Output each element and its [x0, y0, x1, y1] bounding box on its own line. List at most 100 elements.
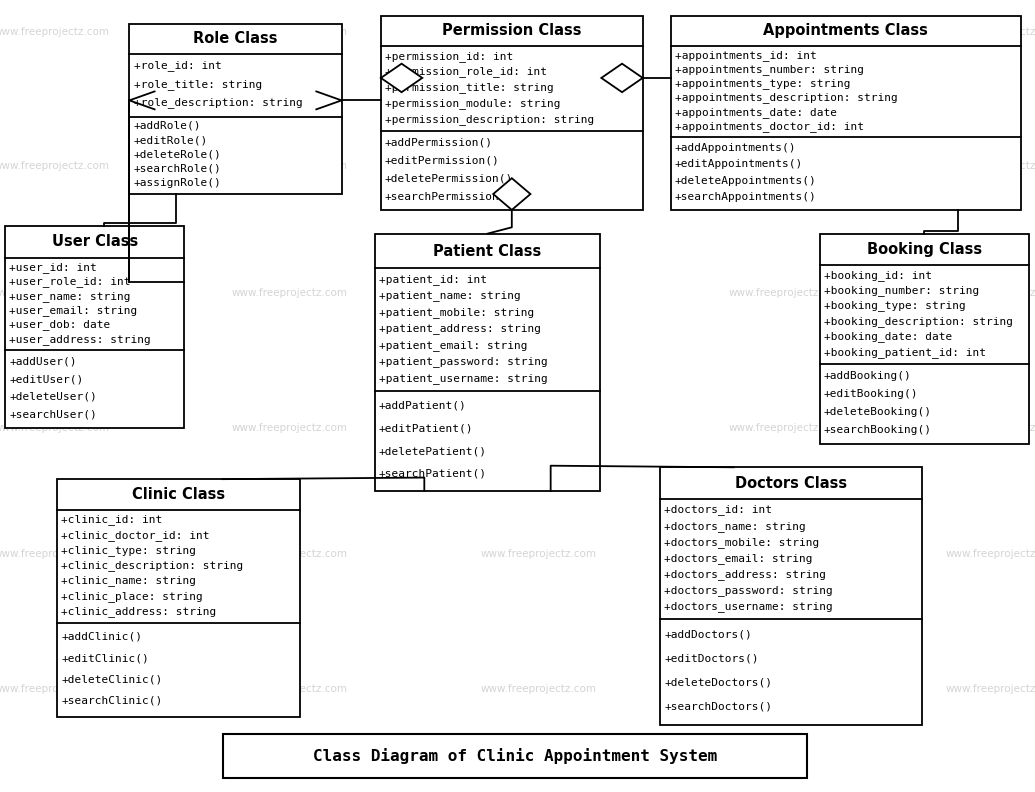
Text: +deleteRole(): +deleteRole() [134, 150, 221, 159]
Text: +user_email: string: +user_email: string [9, 305, 138, 316]
Text: Class Diagram of Clinic Appointment System: Class Diagram of Clinic Appointment Syst… [313, 748, 717, 764]
Text: +editBooking(): +editBooking() [824, 389, 918, 398]
Text: +user_address: string: +user_address: string [9, 333, 151, 345]
Text: +deletePermission(): +deletePermission() [385, 173, 513, 184]
Text: +patient_address: string: +patient_address: string [379, 323, 541, 334]
Text: www.freeprojectz.com: www.freeprojectz.com [0, 423, 110, 432]
Text: +addPatient(): +addPatient() [379, 401, 467, 410]
Text: www.freeprojectz.com: www.freeprojectz.com [480, 27, 596, 36]
Bar [820, 234, 1029, 444]
Text: +searchBooking(): +searchBooking() [824, 425, 932, 435]
Text: +permission_title: string: +permission_title: string [385, 82, 554, 93]
Text: www.freeprojectz.com: www.freeprojectz.com [946, 288, 1035, 298]
Text: Clinic Class: Clinic Class [132, 487, 225, 502]
Text: User Class: User Class [52, 234, 138, 249]
Text: +deleteBooking(): +deleteBooking() [824, 407, 932, 417]
Bar [223, 734, 807, 778]
Text: +patient_email: string: +patient_email: string [379, 340, 527, 351]
Text: +booking_id: int: +booking_id: int [824, 270, 932, 280]
Text: +user_id: int: +user_id: int [9, 262, 97, 272]
Text: +addAppointments(): +addAppointments() [675, 143, 796, 153]
Text: www.freeprojectz.com: www.freeprojectz.com [0, 684, 110, 694]
Text: +booking_description: string: +booking_description: string [824, 316, 1013, 327]
Text: Doctors Class: Doctors Class [735, 476, 848, 491]
Text: www.freeprojectz.com: www.freeprojectz.com [946, 162, 1035, 171]
Text: +doctors_mobile: string: +doctors_mobile: string [664, 537, 820, 548]
Text: +appointments_type: string: +appointments_type: string [675, 78, 851, 89]
Text: www.freeprojectz.com: www.freeprojectz.com [729, 162, 845, 171]
Text: +clinic_doctor_id: int: +clinic_doctor_id: int [61, 530, 209, 541]
Text: +doctors_email: string: +doctors_email: string [664, 553, 812, 564]
Text: www.freeprojectz.com: www.freeprojectz.com [729, 27, 845, 36]
Text: +permission_description: string: +permission_description: string [385, 114, 594, 125]
Text: Booking Class: Booking Class [866, 242, 982, 257]
Text: www.freeprojectz.com: www.freeprojectz.com [729, 550, 845, 559]
Bar [57, 479, 300, 717]
Text: +patient_username: string: +patient_username: string [379, 373, 548, 383]
Polygon shape [601, 63, 643, 92]
Text: www.freeprojectz.com: www.freeprojectz.com [232, 550, 348, 559]
Text: www.freeprojectz.com: www.freeprojectz.com [729, 684, 845, 694]
Text: +deleteDoctors(): +deleteDoctors() [664, 678, 772, 687]
Text: +searchPatient(): +searchPatient() [379, 469, 486, 479]
Text: www.freeprojectz.com: www.freeprojectz.com [946, 423, 1035, 432]
Bar [129, 24, 342, 194]
Text: +booking_number: string: +booking_number: string [824, 285, 979, 296]
Text: www.freeprojectz.com: www.freeprojectz.com [480, 288, 596, 298]
Text: www.freeprojectz.com: www.freeprojectz.com [232, 162, 348, 171]
Text: www.freeprojectz.com: www.freeprojectz.com [232, 27, 348, 36]
Text: +clinic_name: string: +clinic_name: string [61, 576, 196, 586]
Text: +patient_password: string: +patient_password: string [379, 356, 548, 367]
Text: www.freeprojectz.com: www.freeprojectz.com [729, 288, 845, 298]
Text: +doctors_id: int: +doctors_id: int [664, 505, 772, 516]
Bar [660, 467, 922, 725]
Bar [375, 234, 600, 491]
Text: +appointments_date: date: +appointments_date: date [675, 107, 837, 118]
Text: +clinic_place: string: +clinic_place: string [61, 591, 203, 602]
Text: +booking_type: string: +booking_type: string [824, 300, 966, 311]
Text: www.freeprojectz.com: www.freeprojectz.com [232, 423, 348, 432]
Text: +doctors_password: string: +doctors_password: string [664, 585, 833, 596]
Text: +booking_date: date: +booking_date: date [824, 331, 952, 342]
Text: +editAppointments(): +editAppointments() [675, 159, 803, 169]
Text: +addUser(): +addUser() [9, 356, 77, 367]
Text: www.freeprojectz.com: www.freeprojectz.com [480, 550, 596, 559]
Text: +permission_module: string: +permission_module: string [385, 98, 561, 109]
Text: +searchPermission(): +searchPermission() [385, 192, 513, 201]
Text: +clinic_id: int: +clinic_id: int [61, 515, 162, 525]
Text: +appointments_description: string: +appointments_description: string [675, 93, 897, 104]
Text: www.freeprojectz.com: www.freeprojectz.com [946, 27, 1035, 36]
Text: www.freeprojectz.com: www.freeprojectz.com [946, 550, 1035, 559]
Text: Appointments Class: Appointments Class [763, 24, 928, 38]
Text: +appointments_doctor_id: int: +appointments_doctor_id: int [675, 121, 864, 132]
Text: +searchRole(): +searchRole() [134, 164, 221, 174]
Text: www.freeprojectz.com: www.freeprojectz.com [232, 288, 348, 298]
Text: +permission_id: int: +permission_id: int [385, 51, 513, 62]
Text: Patient Class: Patient Class [434, 243, 541, 258]
Text: www.freeprojectz.com: www.freeprojectz.com [0, 162, 110, 171]
Text: +deleteAppointments(): +deleteAppointments() [675, 176, 817, 186]
Text: +addClinic(): +addClinic() [61, 632, 142, 642]
Text: +user_name: string: +user_name: string [9, 291, 130, 302]
Text: +permission_role_id: int: +permission_role_id: int [385, 67, 548, 78]
Text: +patient_name: string: +patient_name: string [379, 290, 521, 301]
Text: +role_description: string: +role_description: string [134, 97, 302, 109]
Text: +editRole(): +editRole() [134, 135, 208, 145]
Text: +assignRole(): +assignRole() [134, 178, 221, 188]
Text: +clinic_address: string: +clinic_address: string [61, 606, 216, 617]
Text: +appointments_id: int: +appointments_id: int [675, 50, 817, 61]
Text: +clinic_description: string: +clinic_description: string [61, 560, 243, 571]
Text: +deletePatient(): +deletePatient() [379, 446, 486, 456]
Text: +editPatient(): +editPatient() [379, 423, 473, 433]
Text: +role_id: int: +role_id: int [134, 60, 221, 71]
Text: +searchAppointments(): +searchAppointments() [675, 192, 817, 203]
Text: +editClinic(): +editClinic() [61, 653, 149, 663]
Polygon shape [493, 178, 530, 210]
Bar [671, 16, 1021, 210]
Text: +appointments_number: string: +appointments_number: string [675, 64, 864, 75]
Text: +patient_mobile: string: +patient_mobile: string [379, 307, 534, 318]
Text: +addDoctors(): +addDoctors() [664, 630, 752, 640]
Text: +user_dob: date: +user_dob: date [9, 319, 111, 330]
Text: +patient_id: int: +patient_id: int [379, 274, 486, 284]
Text: +user_role_id: int: +user_role_id: int [9, 276, 130, 287]
